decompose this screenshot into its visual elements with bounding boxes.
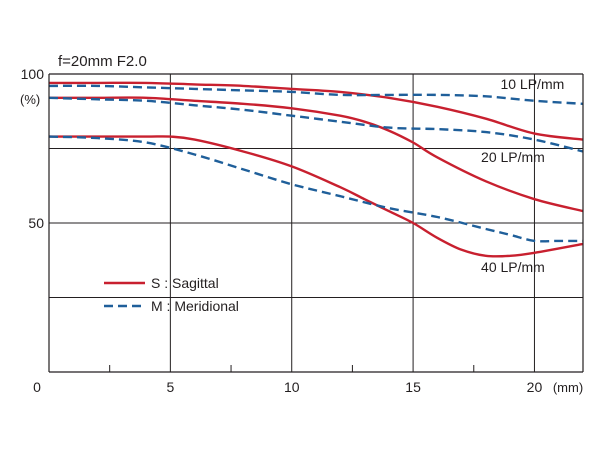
x-tick-label-0: 0 xyxy=(33,379,41,395)
x-tick-label-15: 15 xyxy=(405,379,421,395)
legend: S : Sagittal M : Meridional xyxy=(104,275,239,314)
x-unit-label: (mm) xyxy=(553,380,583,395)
y-unit-label: (%) xyxy=(20,92,40,107)
series-10-lpmm-meridional-line xyxy=(48,84,584,105)
x-tick-label-10: 10 xyxy=(284,379,300,395)
series-10-lpmm-sagittal-line xyxy=(49,81,584,141)
series-40-lpmm-meridional-line xyxy=(48,135,583,243)
annotation-10-lpmm: 10 LP/mm xyxy=(500,76,564,92)
y-tick-label-50: 50 xyxy=(28,215,44,231)
x-tick-label-5: 5 xyxy=(166,379,174,395)
axes xyxy=(48,73,584,373)
legend-label-sagittal: S : Sagittal xyxy=(151,275,219,291)
y-tick-label-100: 100 xyxy=(21,66,45,82)
series-20-lpmm-sagittal-line xyxy=(49,96,584,213)
labels: 0 5 10 15 20 (mm) 100 50 (%) f=20mm F2.0 10 LP/mm 2… xyxy=(20,53,583,395)
annotation-20-lpmm: 20 LP/mm xyxy=(481,149,545,165)
chart-title: f=20mm F2.0 xyxy=(58,53,147,70)
x-tick-label-20: 20 xyxy=(527,379,543,395)
legend-label-meridional: M : Meridional xyxy=(151,298,239,314)
series-20-lpmm-meridional-line xyxy=(48,96,584,153)
series-layer xyxy=(48,81,584,258)
series-40-lpmm-sagittal-line xyxy=(48,135,584,258)
annotation-40-lpmm: 40 LP/mm xyxy=(481,259,545,275)
